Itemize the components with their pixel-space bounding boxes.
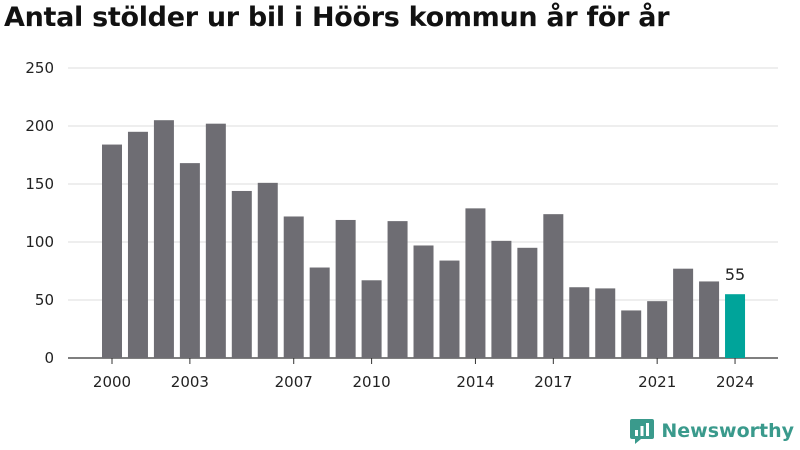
x-tick-label: 2000	[93, 373, 131, 391]
bar-2007	[283, 216, 304, 358]
y-tick-label: 200	[25, 117, 54, 135]
data-labels: 55	[725, 265, 745, 284]
x-tick-label: 2024	[716, 373, 754, 391]
bar-2013	[439, 260, 460, 358]
bar-2000	[102, 144, 122, 358]
bar-2017	[543, 214, 564, 358]
bar-2020	[621, 310, 642, 358]
bar-2006	[257, 182, 278, 358]
chart-title: Antal stölder ur bil i Höörs kommun år f…	[4, 2, 670, 33]
bar-2015	[491, 240, 512, 358]
x-axis-ticks: 2000 2003 2007 2010 2014 2017 2021 2024	[93, 358, 754, 391]
bar-2019	[595, 288, 616, 358]
bar-2016	[517, 247, 538, 358]
data-label-2024: 55	[725, 265, 745, 284]
y-axis-ticks: 0 50 100 150 200 250	[25, 59, 54, 367]
bar-2005	[231, 190, 252, 358]
y-tick-label: 250	[25, 59, 54, 77]
bar-2024	[725, 294, 746, 358]
bar-2004	[205, 123, 226, 359]
newsworthy-logo-icon	[630, 419, 655, 444]
bar-2021	[647, 301, 668, 358]
bar-2011	[387, 221, 408, 358]
bar-2002	[153, 120, 174, 358]
bar-2023	[699, 281, 720, 358]
bar-2003	[179, 163, 200, 358]
y-tick-label: 0	[44, 349, 54, 367]
brand-name: Newsworthy	[661, 420, 794, 442]
bar-2014	[465, 208, 486, 358]
bar-2012	[413, 245, 434, 358]
bar-2022	[673, 268, 694, 358]
bar-2001	[127, 131, 148, 358]
y-tick-label: 150	[25, 175, 54, 193]
bar-2008	[309, 267, 330, 358]
y-tick-label: 100	[25, 233, 54, 251]
bar-2018	[569, 287, 590, 358]
x-tick-label: 2003	[171, 373, 209, 391]
x-tick-label: 2021	[638, 373, 676, 391]
brand-logo: Newsworthy	[629, 417, 794, 445]
x-tick-label: 2007	[275, 373, 313, 391]
bar-2010	[361, 280, 382, 358]
bars	[102, 120, 746, 359]
x-tick-label: 2014	[456, 373, 494, 391]
x-tick-label: 2010	[353, 373, 391, 391]
x-tick-label: 2017	[534, 373, 572, 391]
bar-2009	[335, 219, 356, 358]
y-tick-label: 50	[35, 291, 54, 309]
